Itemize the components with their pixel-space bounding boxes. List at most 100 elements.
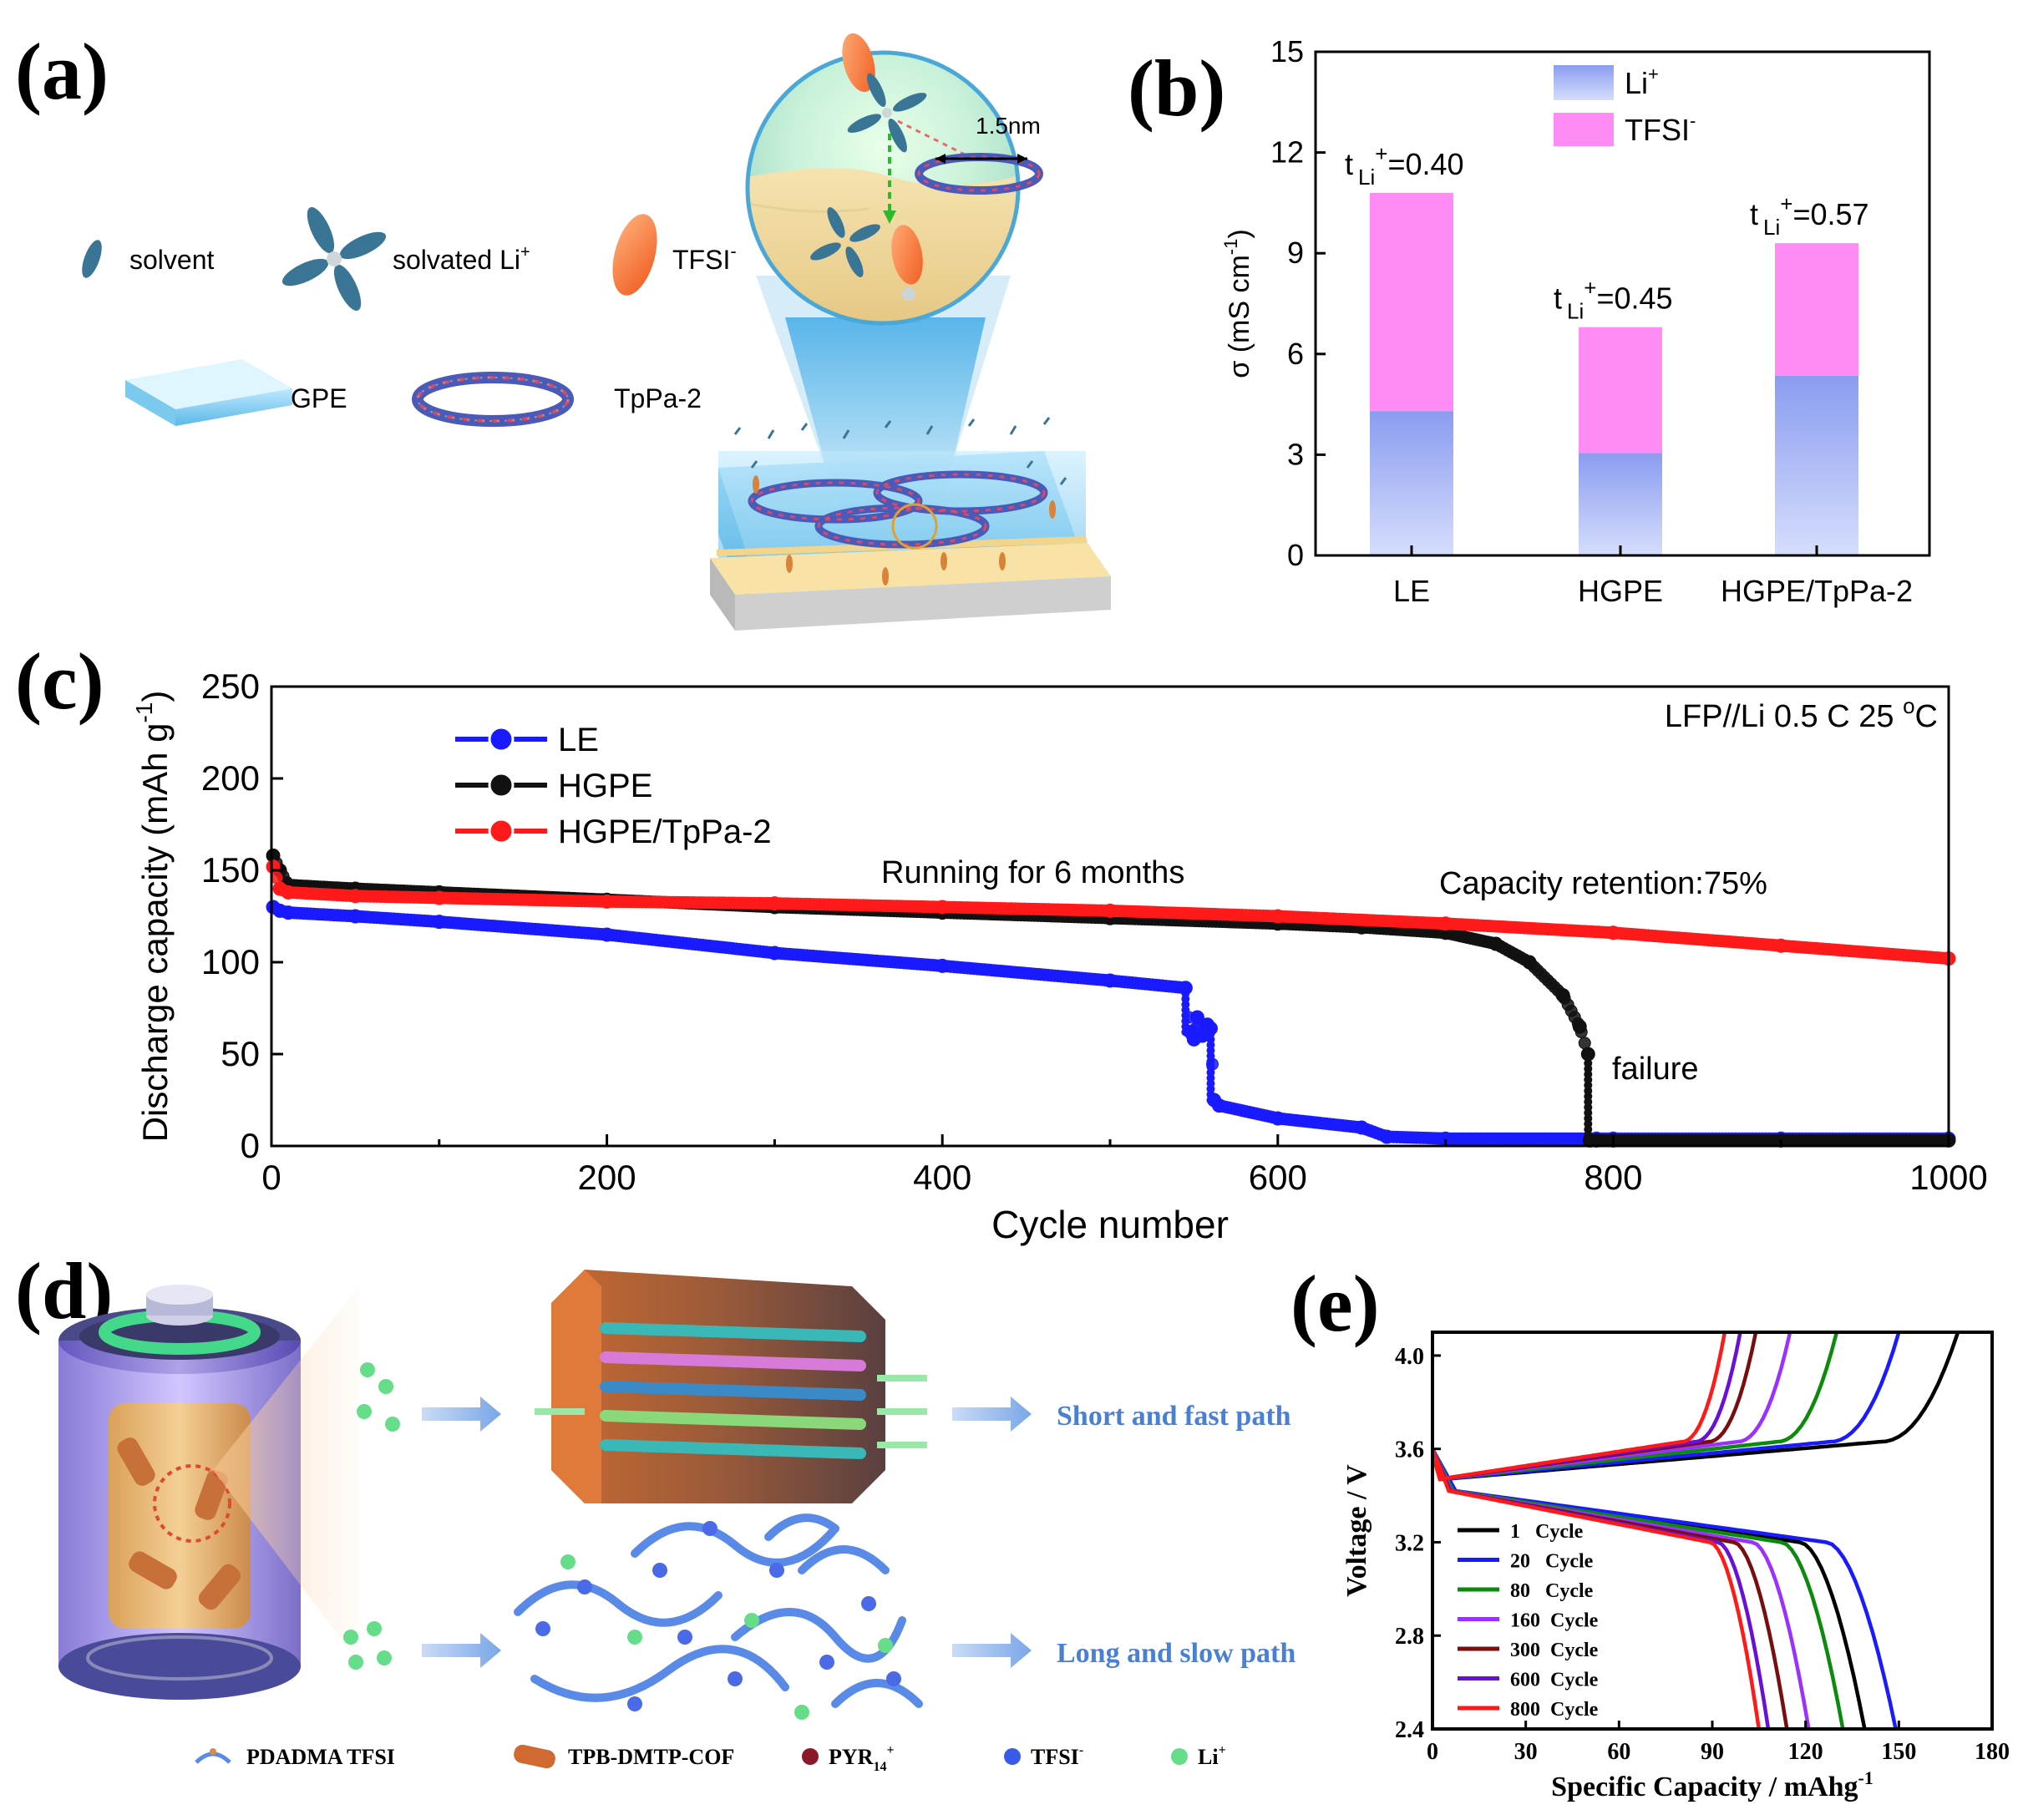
- marker-c-1: [1531, 964, 1544, 977]
- drop-c-1: [1584, 1136, 1593, 1145]
- marker-c-0: [1276, 1113, 1290, 1126]
- marker-c-1: [1280, 917, 1293, 930]
- marker-c-1: [1213, 915, 1226, 928]
- marker-c-1: [649, 895, 662, 909]
- xtick-label-c-1: 200: [578, 1158, 636, 1197]
- marker-c-1: [283, 879, 297, 892]
- marker-c-2: [743, 896, 756, 910]
- marker-c-2: [1407, 915, 1420, 929]
- marker-c-2: [753, 896, 766, 910]
- marker-c-2: [1857, 945, 1870, 959]
- bar-tfsi-2: [1775, 243, 1858, 376]
- marker-c-0: [1601, 1132, 1615, 1145]
- marker-c-1: [290, 879, 303, 892]
- point-c-1-4: [432, 885, 447, 900]
- marker-c-1: [1836, 1133, 1849, 1147]
- legend-tppa-label: TpPa-2: [614, 383, 702, 413]
- marker-c-2: [1514, 921, 1528, 935]
- marker-c-2: [1766, 938, 1779, 951]
- marker-c-1: [1716, 1133, 1729, 1147]
- point-c-0-2: [281, 905, 296, 920]
- marker-c-2: [551, 894, 565, 907]
- marker-c-2: [1521, 921, 1534, 935]
- marker-c-2: [448, 891, 461, 905]
- marker-c-2: [1642, 929, 1655, 942]
- ytick-label-b-1: 3: [1287, 437, 1304, 471]
- marker-c-0: [273, 904, 286, 917]
- marker-c-0: [488, 920, 501, 933]
- marker-c-2: [1581, 925, 1595, 938]
- marker-c-1: [1803, 1133, 1816, 1147]
- marker-c-2: [1320, 912, 1333, 925]
- marker-c-0: [438, 915, 451, 929]
- marker-c-2: [1343, 913, 1356, 926]
- marker-c-1: [340, 881, 353, 895]
- marker-c-2: [1601, 925, 1615, 939]
- marker-c-2: [622, 895, 636, 909]
- marker-c-1: [1840, 1133, 1853, 1147]
- marker-c-0: [317, 908, 330, 921]
- marker-c-0: [1175, 981, 1189, 994]
- annotation-value-2: =0.57: [1792, 197, 1868, 231]
- marker-c-0: [1548, 1132, 1561, 1145]
- marker-c-0: [1005, 966, 1018, 979]
- marker-c-1: [1578, 1037, 1591, 1050]
- marker-c-2: [1045, 903, 1058, 916]
- marker-c-1: [1786, 1133, 1799, 1147]
- pore-size-label: 1.5nm: [976, 113, 1041, 139]
- marker-c-1: [408, 885, 421, 898]
- marker-c-1: [1826, 1133, 1839, 1147]
- marker-c-1: [1712, 1133, 1726, 1147]
- marker-c-2: [401, 890, 414, 904]
- marker-c-1: [1598, 1133, 1611, 1147]
- marker-c-0: [1138, 977, 1152, 991]
- marker-c-2: [1840, 944, 1853, 957]
- marker-c-2: [794, 897, 807, 910]
- marker-c-0: [1554, 1132, 1568, 1145]
- marker-c-1: [1062, 910, 1075, 924]
- marker-c-0: [1008, 966, 1022, 979]
- xtick-label-b-1: HGPE: [1578, 574, 1663, 608]
- drop-c-0: [1206, 1079, 1215, 1088]
- marker-c-1: [1615, 1133, 1628, 1147]
- marker-c-1: [961, 907, 974, 920]
- marker-c-2: [575, 895, 588, 908]
- marker-c-0: [1256, 1108, 1270, 1122]
- marker-c-0: [820, 951, 834, 964]
- marker-c-0: [894, 956, 907, 970]
- marker-c-1: [1065, 910, 1078, 924]
- marker-c-2: [1330, 912, 1343, 925]
- marker-c-2: [736, 896, 749, 910]
- marker-c-2: [632, 895, 646, 909]
- marker-c-1: [317, 880, 330, 894]
- marker-c-1: [1458, 930, 1471, 944]
- marker-c-1: [1001, 908, 1015, 921]
- drop-c-0: [1206, 1046, 1215, 1055]
- marker-c-0: [1296, 1114, 1310, 1128]
- marker-c-0: [947, 961, 961, 974]
- ylabel-b-sup: -1: [1220, 239, 1241, 256]
- marker-c-2: [1669, 930, 1682, 944]
- marker-c-0: [1786, 1132, 1799, 1145]
- drop-c-1: [1584, 1087, 1593, 1095]
- marker-c-0: [1847, 1132, 1860, 1145]
- marker-c-1: [280, 875, 293, 889]
- marker-c-1: [837, 903, 850, 916]
- marker-c-2: [1098, 904, 1112, 917]
- marker-c-0: [1323, 1118, 1336, 1131]
- marker-c-2: [1829, 943, 1843, 956]
- marker-c-0: [1383, 1130, 1397, 1143]
- marker-c-0: [374, 911, 388, 925]
- marker-c-1: [1655, 1133, 1669, 1147]
- marker-c-0: [1662, 1132, 1676, 1145]
- discharge-curve-1: [1431, 1447, 1898, 1730]
- marker-c-1: [1115, 912, 1128, 925]
- marker-c-1: [1427, 925, 1441, 939]
- marker-c-2: [1937, 951, 1950, 965]
- marker-c-1: [632, 895, 646, 908]
- ytick-label-c-4: 200: [201, 758, 260, 798]
- marker-c-1: [1038, 910, 1052, 923]
- marker-c-2: [1115, 905, 1128, 918]
- marker-c-2: [759, 896, 773, 910]
- discharge-curve-2: [1430, 1447, 1845, 1730]
